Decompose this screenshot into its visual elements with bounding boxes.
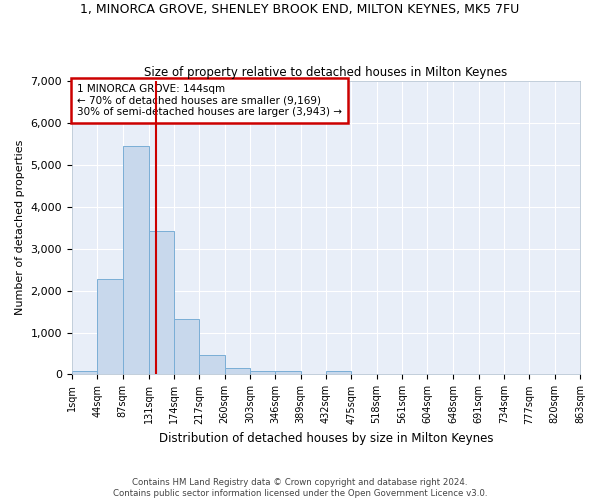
Bar: [275, 372, 301, 374]
Text: Contains HM Land Registry data © Crown copyright and database right 2024.
Contai: Contains HM Land Registry data © Crown c…: [113, 478, 487, 498]
X-axis label: Distribution of detached houses by size in Milton Keynes: Distribution of detached houses by size …: [159, 432, 493, 445]
Bar: [174, 319, 199, 374]
Text: 1, MINORCA GROVE, SHENLEY BROOK END, MILTON KEYNES, MK5 7FU: 1, MINORCA GROVE, SHENLEY BROOK END, MIL…: [80, 2, 520, 16]
Title: Size of property relative to detached houses in Milton Keynes: Size of property relative to detached ho…: [145, 66, 508, 78]
Bar: [250, 371, 275, 374]
Bar: [326, 372, 351, 374]
Y-axis label: Number of detached properties: Number of detached properties: [15, 140, 25, 316]
Bar: [72, 371, 97, 374]
Bar: [199, 355, 224, 374]
Bar: [224, 368, 250, 374]
Bar: [122, 146, 149, 374]
Text: 1 MINORCA GROVE: 144sqm
← 70% of detached houses are smaller (9,169)
30% of semi: 1 MINORCA GROVE: 144sqm ← 70% of detache…: [77, 84, 342, 117]
Bar: [97, 280, 122, 374]
Bar: [149, 231, 174, 374]
